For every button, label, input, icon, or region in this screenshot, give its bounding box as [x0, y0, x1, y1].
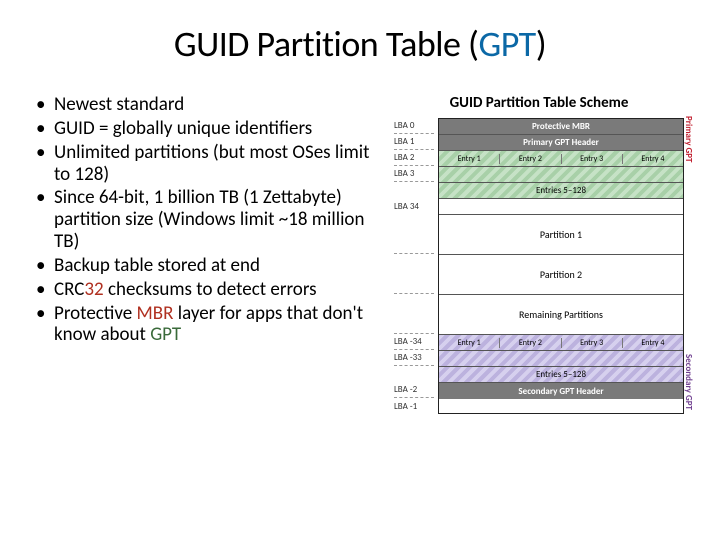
- bullet-list: Newest standard GUID = globally unique i…: [36, 94, 376, 414]
- block-gap: [439, 199, 683, 215]
- block-sec-entries-5-128-b: Entries 5–128: [439, 367, 683, 383]
- gpt-diagram: GUID Partition Table Scheme Primary GPT …: [394, 94, 684, 414]
- block-secondary-header: Secondary GPT Header: [439, 383, 683, 399]
- bullet-item: Unlimited partitions (but most OSes limi…: [36, 142, 376, 186]
- block-entries-5-128-a: [439, 167, 683, 183]
- lba-label: LBA 1: [394, 134, 434, 150]
- blocks-column: Protective MBR Primary GPT Header Entry …: [438, 118, 684, 414]
- lba-label: [394, 182, 434, 198]
- block-protective-mbr: Protective MBR: [439, 119, 683, 135]
- text: Protective: [54, 302, 137, 325]
- gpt-accent: GPT: [150, 323, 181, 346]
- block-sec-entries-1-4: Entry 1 Entry 2 Entry 3 Entry 4: [439, 335, 683, 351]
- slide-title: GUID Partition Table (GPT): [36, 22, 684, 66]
- entry-cell: Entry 4: [623, 338, 683, 348]
- lba-label: LBA -1: [394, 398, 434, 414]
- block-partition-1: Partition 1: [439, 215, 683, 255]
- lba-label: LBA -2: [394, 382, 434, 398]
- text: CRC: [54, 278, 84, 301]
- lba-gap: [394, 294, 434, 334]
- lba-label: LBA 3: [394, 166, 434, 182]
- bullet-item: Since 64-bit, 1 billion TB (1 Zettabyte)…: [36, 187, 376, 253]
- bullet-item: GUID = globally unique identifiers: [36, 118, 376, 140]
- lba-gap: [394, 214, 434, 254]
- title-accent: GPT: [478, 22, 535, 66]
- slide-body: Newest standard GUID = globally unique i…: [36, 94, 684, 414]
- entry-cell: Entry 4: [623, 154, 683, 164]
- text: checksums to detect errors: [104, 278, 317, 301]
- lba-column: LBA 0 LBA 1 LBA 2 LBA 3 LBA 34 LBA -34 L…: [394, 118, 438, 414]
- lba-label: LBA 2: [394, 150, 434, 166]
- lba-label: LBA 34: [394, 198, 434, 214]
- lba-label: LBA -33: [394, 350, 434, 366]
- bullet-item: CRC32 checksums to detect errors: [36, 279, 376, 301]
- block-entries-5-128-b: Entries 5–128: [439, 183, 683, 199]
- lba-label: LBA 0: [394, 118, 434, 134]
- block-remaining: Remaining Partitions: [439, 295, 683, 335]
- diagram-title: GUID Partition Table Scheme: [394, 94, 684, 112]
- lba-label: [394, 366, 434, 382]
- title-post: ): [536, 22, 546, 66]
- block-entries-1-4: Entry 1 Entry 2 Entry 3 Entry 4: [439, 151, 683, 167]
- entry-cell: Entry 1: [439, 338, 500, 348]
- entry-cell: Entry 2: [500, 338, 561, 348]
- entry-cell: Entry 3: [562, 338, 623, 348]
- side-label-secondary: Secondary GPT: [683, 354, 694, 410]
- block-sec-entries-5-128-a: [439, 351, 683, 367]
- title-pre: GUID Partition Table (: [174, 22, 479, 66]
- slide: GUID Partition Table (GPT) Newest standa…: [0, 0, 720, 540]
- block-partition-2: Partition 2: [439, 255, 683, 295]
- entry-cell: Entry 3: [562, 154, 623, 164]
- bullet-item: Backup table stored at end: [36, 255, 376, 277]
- side-label-primary: Primary GPT: [683, 116, 694, 162]
- mbr-accent: MBR: [137, 302, 174, 325]
- crc32-accent: 32: [84, 278, 103, 301]
- block-primary-header: Primary GPT Header: [439, 135, 683, 151]
- lba-gap: [394, 254, 434, 294]
- lba-label: LBA -34: [394, 334, 434, 350]
- entry-cell: Entry 1: [439, 154, 500, 164]
- bullet-item: Protective MBR layer for apps that don't…: [36, 303, 376, 347]
- entry-cell: Entry 2: [500, 154, 561, 164]
- bullet-item: Newest standard: [36, 94, 376, 116]
- diagram-body: LBA 0 LBA 1 LBA 2 LBA 3 LBA 34 LBA -34 L…: [394, 118, 684, 414]
